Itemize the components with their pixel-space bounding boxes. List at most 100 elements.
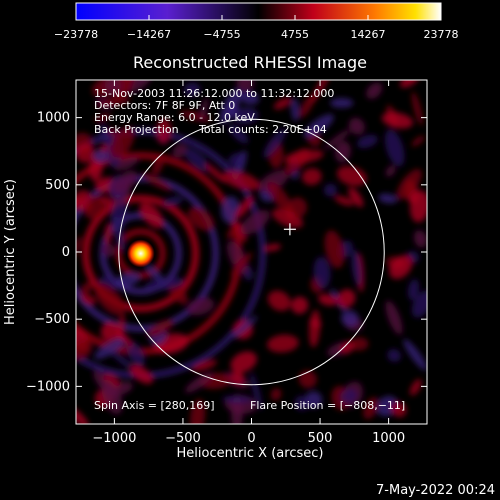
texture-blob	[403, 339, 427, 371]
texture-blob	[185, 372, 213, 393]
texture-blob	[231, 315, 258, 339]
texture-blob	[385, 165, 396, 177]
y-tick-label: 1000	[37, 111, 70, 126]
texture-blob	[356, 134, 378, 149]
texture-blob	[184, 147, 211, 172]
texture-blob	[250, 372, 263, 411]
texture-blob	[183, 82, 201, 97]
texture-blob	[310, 80, 330, 104]
texture-blob	[299, 94, 315, 118]
texture-blob	[400, 80, 419, 88]
texture-blob	[409, 379, 422, 396]
texture-blob	[340, 388, 357, 404]
texture-blob	[349, 337, 369, 351]
texture-blob	[336, 165, 367, 187]
texture-blob	[100, 196, 115, 207]
texture-blob	[324, 230, 345, 269]
texture-blob	[309, 309, 321, 348]
annotation-energy-range: Energy Range: 6.0 - 12.0 keV	[94, 111, 255, 124]
annotation-time-range: 15-Nov-2003 11:26:12.000 to 11:32:12.000	[94, 87, 334, 100]
axis-ticks: −1000 −500 0 500 1000 −1000 −500 0 500 1000	[26, 80, 427, 446]
texture-blob	[272, 208, 304, 228]
texture-blob	[334, 141, 351, 163]
texture-blob	[230, 351, 257, 373]
texture-blob	[273, 97, 292, 110]
texture-blob	[384, 129, 405, 167]
texture-blob	[410, 190, 427, 223]
y-tick-label: −500	[34, 312, 70, 327]
texture-blob	[231, 370, 245, 386]
x-tick-label: 0	[247, 431, 255, 446]
texture-blob	[239, 91, 260, 105]
y-axis-title: Heliocentric Y (arcsec)	[3, 179, 18, 325]
texture-blob	[407, 279, 420, 301]
annotation-detectors: Detectors: 7F 8F 9F, Att 0	[94, 99, 235, 112]
texture-blob	[79, 282, 92, 297]
texture-blob	[95, 96, 131, 108]
texture-blob	[294, 395, 310, 411]
flare-source	[126, 239, 155, 268]
texture-blob	[263, 128, 287, 158]
annotation-spin-axis: Spin Axis = [280,169]	[94, 399, 215, 412]
texture-blob	[228, 152, 246, 166]
texture-blob	[188, 207, 215, 231]
colorbar-tick-label: −14267	[127, 28, 171, 41]
x-tick-label: 500	[308, 431, 333, 446]
texture-blob	[366, 82, 383, 99]
texture-blob	[76, 143, 96, 163]
texture-blob	[104, 222, 112, 246]
texture-blob	[162, 196, 184, 207]
texture-blob	[172, 143, 187, 158]
texture-blob	[94, 283, 125, 316]
texture-blob	[126, 340, 145, 367]
texture-blob	[385, 300, 403, 335]
texture-blob	[234, 221, 247, 242]
texture-blob	[236, 80, 254, 92]
footer-date: 7-May-2022 00:24	[376, 483, 495, 498]
texture-blob	[111, 196, 128, 232]
x-tick-label: −1000	[92, 431, 136, 446]
texture-blob	[389, 255, 413, 279]
texture-blob	[76, 340, 93, 361]
colorbar-tick-label: 14267	[351, 28, 386, 41]
texture-blob	[222, 170, 260, 191]
texture-blob	[324, 129, 351, 150]
texture-ring	[82, 194, 200, 312]
texture-blob	[92, 149, 110, 163]
texture-blob	[156, 118, 172, 144]
texture-blob	[112, 170, 138, 194]
texture-blob	[348, 187, 364, 208]
texture-blob	[303, 114, 334, 138]
texture-blob	[199, 97, 209, 121]
texture-blob	[323, 183, 337, 197]
texture-blob	[190, 398, 206, 424]
texture-blob	[391, 401, 407, 418]
texture-blob	[291, 296, 309, 314]
texture-blob	[139, 202, 164, 229]
plot-area: −1000 −500 0 500 1000 −1000 −500 0 500 1000	[26, 79, 428, 446]
texture-blob	[76, 236, 82, 260]
colorbar-tick-label: 4755	[281, 28, 309, 41]
y-tick-label: −1000	[26, 379, 70, 394]
texture-blob	[104, 80, 122, 94]
texture-blob	[270, 388, 282, 401]
y-tick-label: 0	[62, 245, 70, 260]
annotation-flare-position: Flare Position = [−808,−11]	[250, 399, 405, 412]
texture-blob	[318, 294, 338, 306]
texture-blob	[378, 193, 398, 204]
texture-blob	[230, 252, 253, 276]
texture-blob	[240, 209, 270, 235]
image-texture	[76, 80, 427, 424]
texture-blob	[130, 364, 154, 384]
texture-blob	[341, 310, 359, 327]
texture-blob	[147, 319, 174, 338]
texture-blob	[110, 126, 135, 158]
texture-blob	[152, 154, 165, 176]
texture-blob	[219, 88, 242, 124]
texture-blob	[340, 340, 355, 354]
colorbar-gradient	[75, 2, 442, 21]
texture-ring	[99, 212, 182, 295]
texture-blob	[381, 112, 414, 129]
texture-blob	[411, 91, 423, 126]
